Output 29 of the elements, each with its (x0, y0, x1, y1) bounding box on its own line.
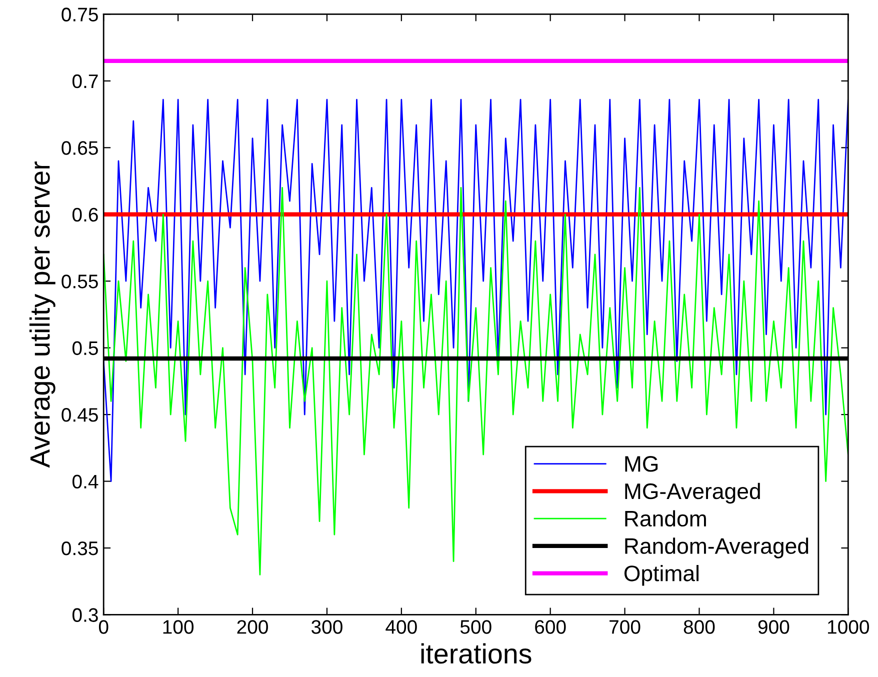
y-tick-label: 0.35 (62, 541, 98, 556)
x-tick-label: 400 (386, 620, 417, 634)
y-tick-label: 0.6 (72, 208, 98, 222)
y-axis-title: Average utility per server (29, 162, 56, 468)
x-tick-label: 0 (98, 620, 108, 634)
legend-label: MG-Averaged (625, 482, 760, 504)
x-tick-label: 800 (684, 620, 715, 634)
legend-label: MG (625, 456, 658, 472)
y-tick-label: 0.7 (72, 74, 98, 88)
x-tick-label: 700 (610, 620, 640, 634)
line-series (104, 98, 848, 482)
x-tick-label: 100 (163, 620, 194, 634)
legend-label: Optimal (624, 564, 698, 586)
x-tick-label: 200 (237, 620, 268, 634)
y-tick-label: 0.3 (72, 608, 98, 622)
legend-label: Random-Averaged (625, 538, 808, 558)
x-tick-label: 300 (311, 620, 342, 634)
x-tick-label: 900 (758, 620, 790, 634)
x-axis-title: iterations (421, 643, 532, 664)
legend-label: Random (625, 510, 706, 527)
y-tick-label: 0.45 (62, 408, 98, 422)
y-tick-label: 0.65 (62, 141, 98, 155)
y-tick-label: 0.4 (72, 474, 98, 489)
y-tick-label: 0.75 (62, 8, 98, 22)
y-tick-label: 0.5 (72, 341, 98, 356)
x-tick-label: 1000 (828, 620, 870, 634)
x-tick-label: 500 (460, 620, 492, 634)
y-tick-label: 0.55 (62, 274, 98, 288)
x-tick-label: 600 (535, 620, 566, 634)
